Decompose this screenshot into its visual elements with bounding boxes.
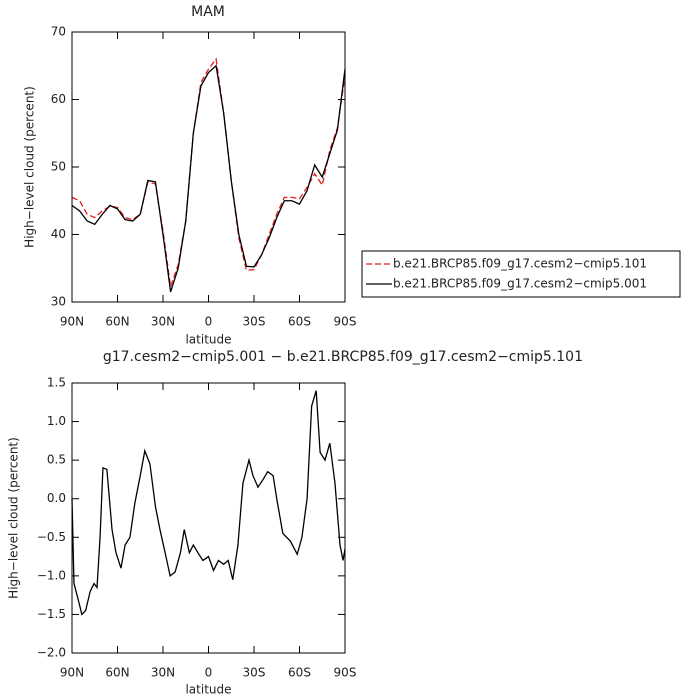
data-line — [71, 390, 346, 616]
y-tick-label: 70 — [51, 25, 66, 39]
x-tick-label: 0 — [205, 666, 213, 680]
y-tick-label: 50 — [51, 160, 66, 174]
y-tick-label: 1.5 — [47, 376, 66, 390]
x-tick-label: 30N — [151, 315, 175, 329]
y-tick-label: 0.0 — [47, 491, 66, 505]
x-tick-label: 60N — [105, 315, 129, 329]
y-tick-label: −2.0 — [37, 646, 66, 660]
x-tick-label: 30N — [151, 666, 175, 680]
x-tick-label: 30S — [243, 315, 266, 329]
y-tick-label: 40 — [51, 227, 66, 241]
y-axis-label: High−level cloud (percent) — [7, 437, 21, 599]
x-tick-label: 0 — [205, 315, 213, 329]
y-tick-label: −1.0 — [37, 568, 66, 582]
chart-title: g17.cesm2−cmip5.001 − b.e21.BRCP85.f09_g… — [103, 349, 583, 365]
x-tick-label: 60S — [288, 666, 311, 680]
x-tick-label: 60S — [288, 315, 311, 329]
y-tick-label: 1.0 — [47, 414, 66, 428]
x-axis-label: latitude — [185, 333, 231, 347]
data-line — [71, 57, 346, 287]
x-tick-label: 90S — [334, 315, 357, 329]
y-axis-label: High−level cloud (percent) — [23, 86, 37, 248]
x-tick-label: 30S — [243, 666, 266, 680]
y-tick-label: −0.5 — [37, 530, 66, 544]
legend-label: b.e21.BRCP85.f09_g17.cesm2−cmip5.101 — [393, 257, 647, 271]
x-tick-label: 90N — [60, 666, 84, 680]
y-tick-label: −1.5 — [37, 607, 66, 621]
y-tick-label: 30 — [51, 295, 66, 309]
x-tick-label: 90N — [60, 315, 84, 329]
x-tick-label: 60N — [105, 666, 129, 680]
y-tick-label: 60 — [51, 92, 66, 106]
chart-title: MAM — [191, 4, 225, 20]
x-tick-label: 90S — [334, 666, 357, 680]
legend-box — [361, 250, 681, 298]
plot-frame — [71, 31, 346, 303]
x-axis-label: latitude — [185, 683, 231, 697]
plot-frame — [71, 382, 346, 654]
data-line — [71, 64, 346, 293]
y-tick-label: 0.5 — [47, 453, 66, 467]
legend-label: b.e21.BRCP85.f09_g17.cesm2−cmip5.001 — [393, 277, 647, 291]
